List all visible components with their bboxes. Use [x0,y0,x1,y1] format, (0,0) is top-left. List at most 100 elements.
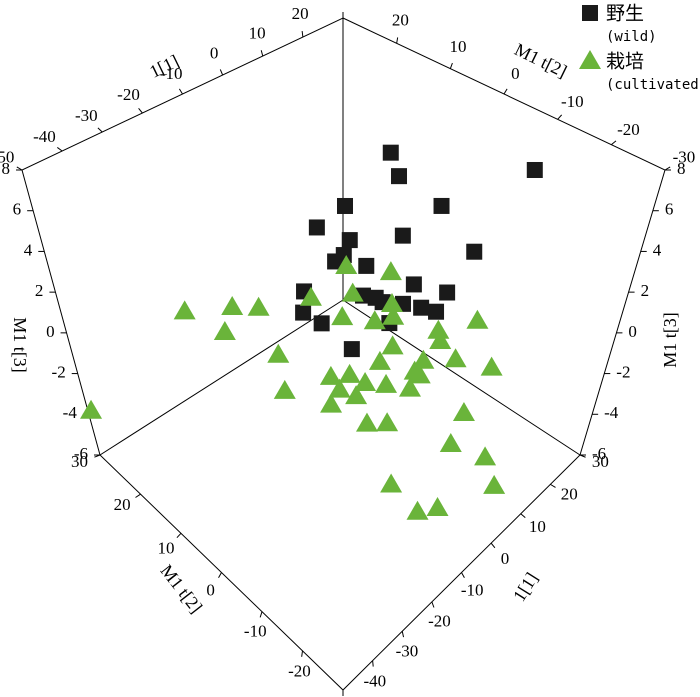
tick-label: -30 [75,106,98,125]
tick-label: -10 [461,581,484,600]
point [358,257,375,274]
point [466,309,489,329]
tick-label: 20 [292,4,309,23]
axis-title: M1 t[3] [660,312,680,368]
tick-mark [219,69,224,76]
point [428,303,445,320]
point [345,385,368,405]
point [413,299,430,316]
tick-mark [520,513,526,519]
point [429,330,452,350]
tick-label: 6 [665,200,674,219]
tick-label: 10 [157,538,174,557]
tick-label: -10 [160,64,183,83]
legend-label: 野生 [606,3,644,25]
tick-label: -2 [616,362,630,381]
tick-label: -6 [74,444,88,463]
point [433,197,450,214]
point [341,282,364,302]
point [313,315,330,332]
point [394,227,411,244]
point [439,284,456,301]
tick-mark [490,542,496,549]
point [328,378,351,398]
point [368,350,391,370]
legend-marker [582,5,598,21]
tick-label: 10 [529,517,546,536]
points [80,144,543,520]
axis-title: M1 t[3] [10,317,30,373]
tick-label: 0 [501,549,510,568]
tick-label: -30 [396,642,419,661]
tick-label: 6 [13,200,22,219]
legend-label: 栽培 [606,51,644,73]
tick-label: 0 [511,64,520,83]
tick-label: -6 [592,444,606,463]
tick-label: 0 [628,322,637,341]
tick-mark [401,631,405,638]
tick-mark [372,660,374,667]
point [382,305,405,325]
tick-label: 20 [114,495,131,514]
tick-label: 8 [2,159,11,178]
tick-mark [664,166,671,171]
axis-title: 1[1] [509,569,542,605]
legend-sublabel: (wild) [606,29,657,45]
tick-label: 30 [335,0,352,4]
point [213,321,236,341]
tick-label: 30 [335,0,352,4]
tick-label: 10 [249,24,266,43]
tick-mark [431,601,435,608]
point [439,432,462,452]
point [338,363,361,383]
point [483,474,506,494]
tick-mark [396,37,399,44]
tick-mark [557,114,563,120]
axis-title: M1 t[2] [157,561,207,617]
axis-title: M1 t[2] [511,39,570,81]
tick-label: 4 [24,240,33,259]
tick-label: 2 [641,281,650,300]
tick-label: 0 [206,581,215,600]
point [327,253,344,270]
point [343,341,360,358]
point [267,343,290,363]
legend-sublabel: (cultivated) [606,77,700,93]
frame [21,17,666,691]
tick-label: -30 [673,148,696,167]
point [319,365,342,385]
point [308,219,325,236]
point [427,319,450,339]
tick-mark [461,572,465,578]
tick-label: 20 [392,11,409,30]
tick-mark [611,140,617,146]
tick-label: -20 [617,120,640,139]
tick-mark [97,127,103,133]
point [247,296,270,316]
point [173,300,196,320]
tick-mark [503,88,508,95]
legend-marker [579,50,601,69]
point [221,295,244,315]
tick-mark [301,30,304,38]
point [382,144,399,161]
tick-mark [176,532,182,539]
point [380,293,403,313]
tick-mark [260,50,264,57]
tick-mark [259,611,263,618]
point [363,310,386,330]
tick-mark [16,166,23,171]
point [335,254,358,274]
point [341,232,358,249]
tick-mark [550,483,556,488]
point [295,304,312,321]
tick-label: -20 [288,662,311,681]
tick-label: 4 [653,240,662,259]
tick-label: -50 [0,148,14,167]
tick-label: 10 [449,37,466,56]
tick-label: -10 [244,622,267,641]
point [412,349,435,369]
tick-mark [135,493,141,498]
